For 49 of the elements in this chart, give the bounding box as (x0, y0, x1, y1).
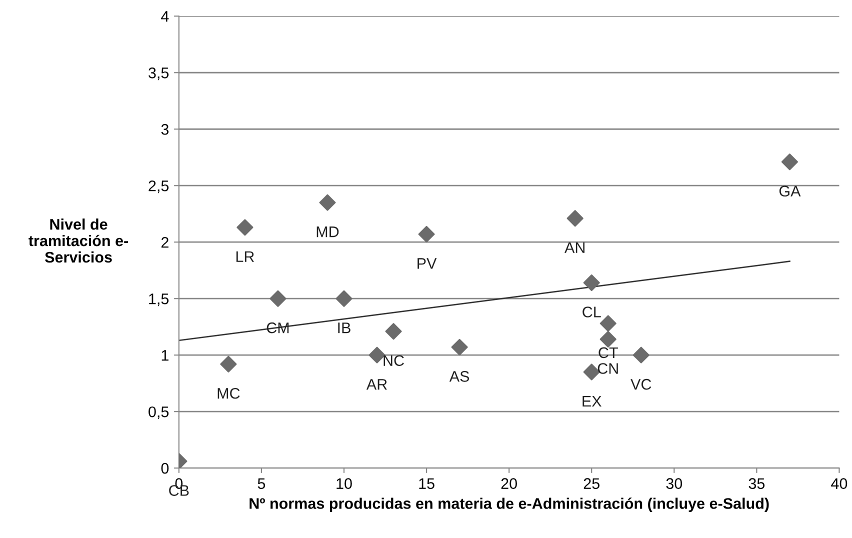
x-tick-label: 35 (748, 478, 765, 490)
point (600, 330, 616, 348)
annotation: AR (366, 379, 387, 390)
annotation: LR (236, 251, 254, 262)
y-tick-label: 1 (162, 350, 168, 361)
x-tick-label: 5 (258, 478, 266, 490)
annotation: AS (449, 371, 470, 382)
point (270, 290, 286, 307)
point (566, 210, 584, 227)
point (600, 315, 616, 332)
y-tick-label: 3,5 (148, 68, 169, 80)
annotation: PV (418, 258, 437, 269)
x-tick-label: 15 (419, 478, 434, 490)
y-tick-label: 3 (161, 124, 169, 135)
x-tick-label: 10 (336, 478, 352, 490)
point (451, 338, 468, 356)
point (632, 346, 650, 364)
y-tick-label: 2 (161, 236, 168, 248)
annotation: NC (384, 355, 404, 366)
y-tick-label: 4 (161, 11, 169, 22)
x-tick-label: 40 (831, 478, 848, 490)
point (418, 226, 435, 242)
x-tick-label: 30 (666, 478, 682, 490)
y-tick-label: 1,5 (149, 294, 169, 306)
annotation: EX (582, 396, 602, 407)
annotation: MD (316, 226, 339, 238)
point (319, 194, 336, 211)
annotation: MC (218, 388, 240, 399)
point (385, 323, 402, 340)
annotation: IB (338, 322, 350, 334)
annotation: VC (630, 378, 652, 390)
x-tick-label: 20 (501, 478, 517, 490)
x-tick-label: 25 (584, 478, 600, 490)
point (583, 274, 600, 292)
annotation: CN (598, 363, 618, 374)
annotation: GA (779, 186, 801, 197)
point (336, 290, 352, 307)
point (368, 346, 386, 364)
point (220, 356, 237, 372)
annotation: CT (598, 347, 618, 358)
annotation: AN (564, 242, 584, 253)
y-axis-title: Nivel de tramitación e- Servicios (28, 218, 128, 263)
point (781, 154, 798, 170)
y-tick-label: 0 (161, 462, 169, 474)
annotation: CL (582, 306, 601, 318)
x-axis-title: Nº normas producidas en materia de e-Administración (incluye e-Salud) (250, 498, 769, 512)
y-tick-label: 2,5 (148, 180, 169, 194)
point (236, 219, 254, 236)
y-tick-label: 0,5 (148, 406, 169, 420)
